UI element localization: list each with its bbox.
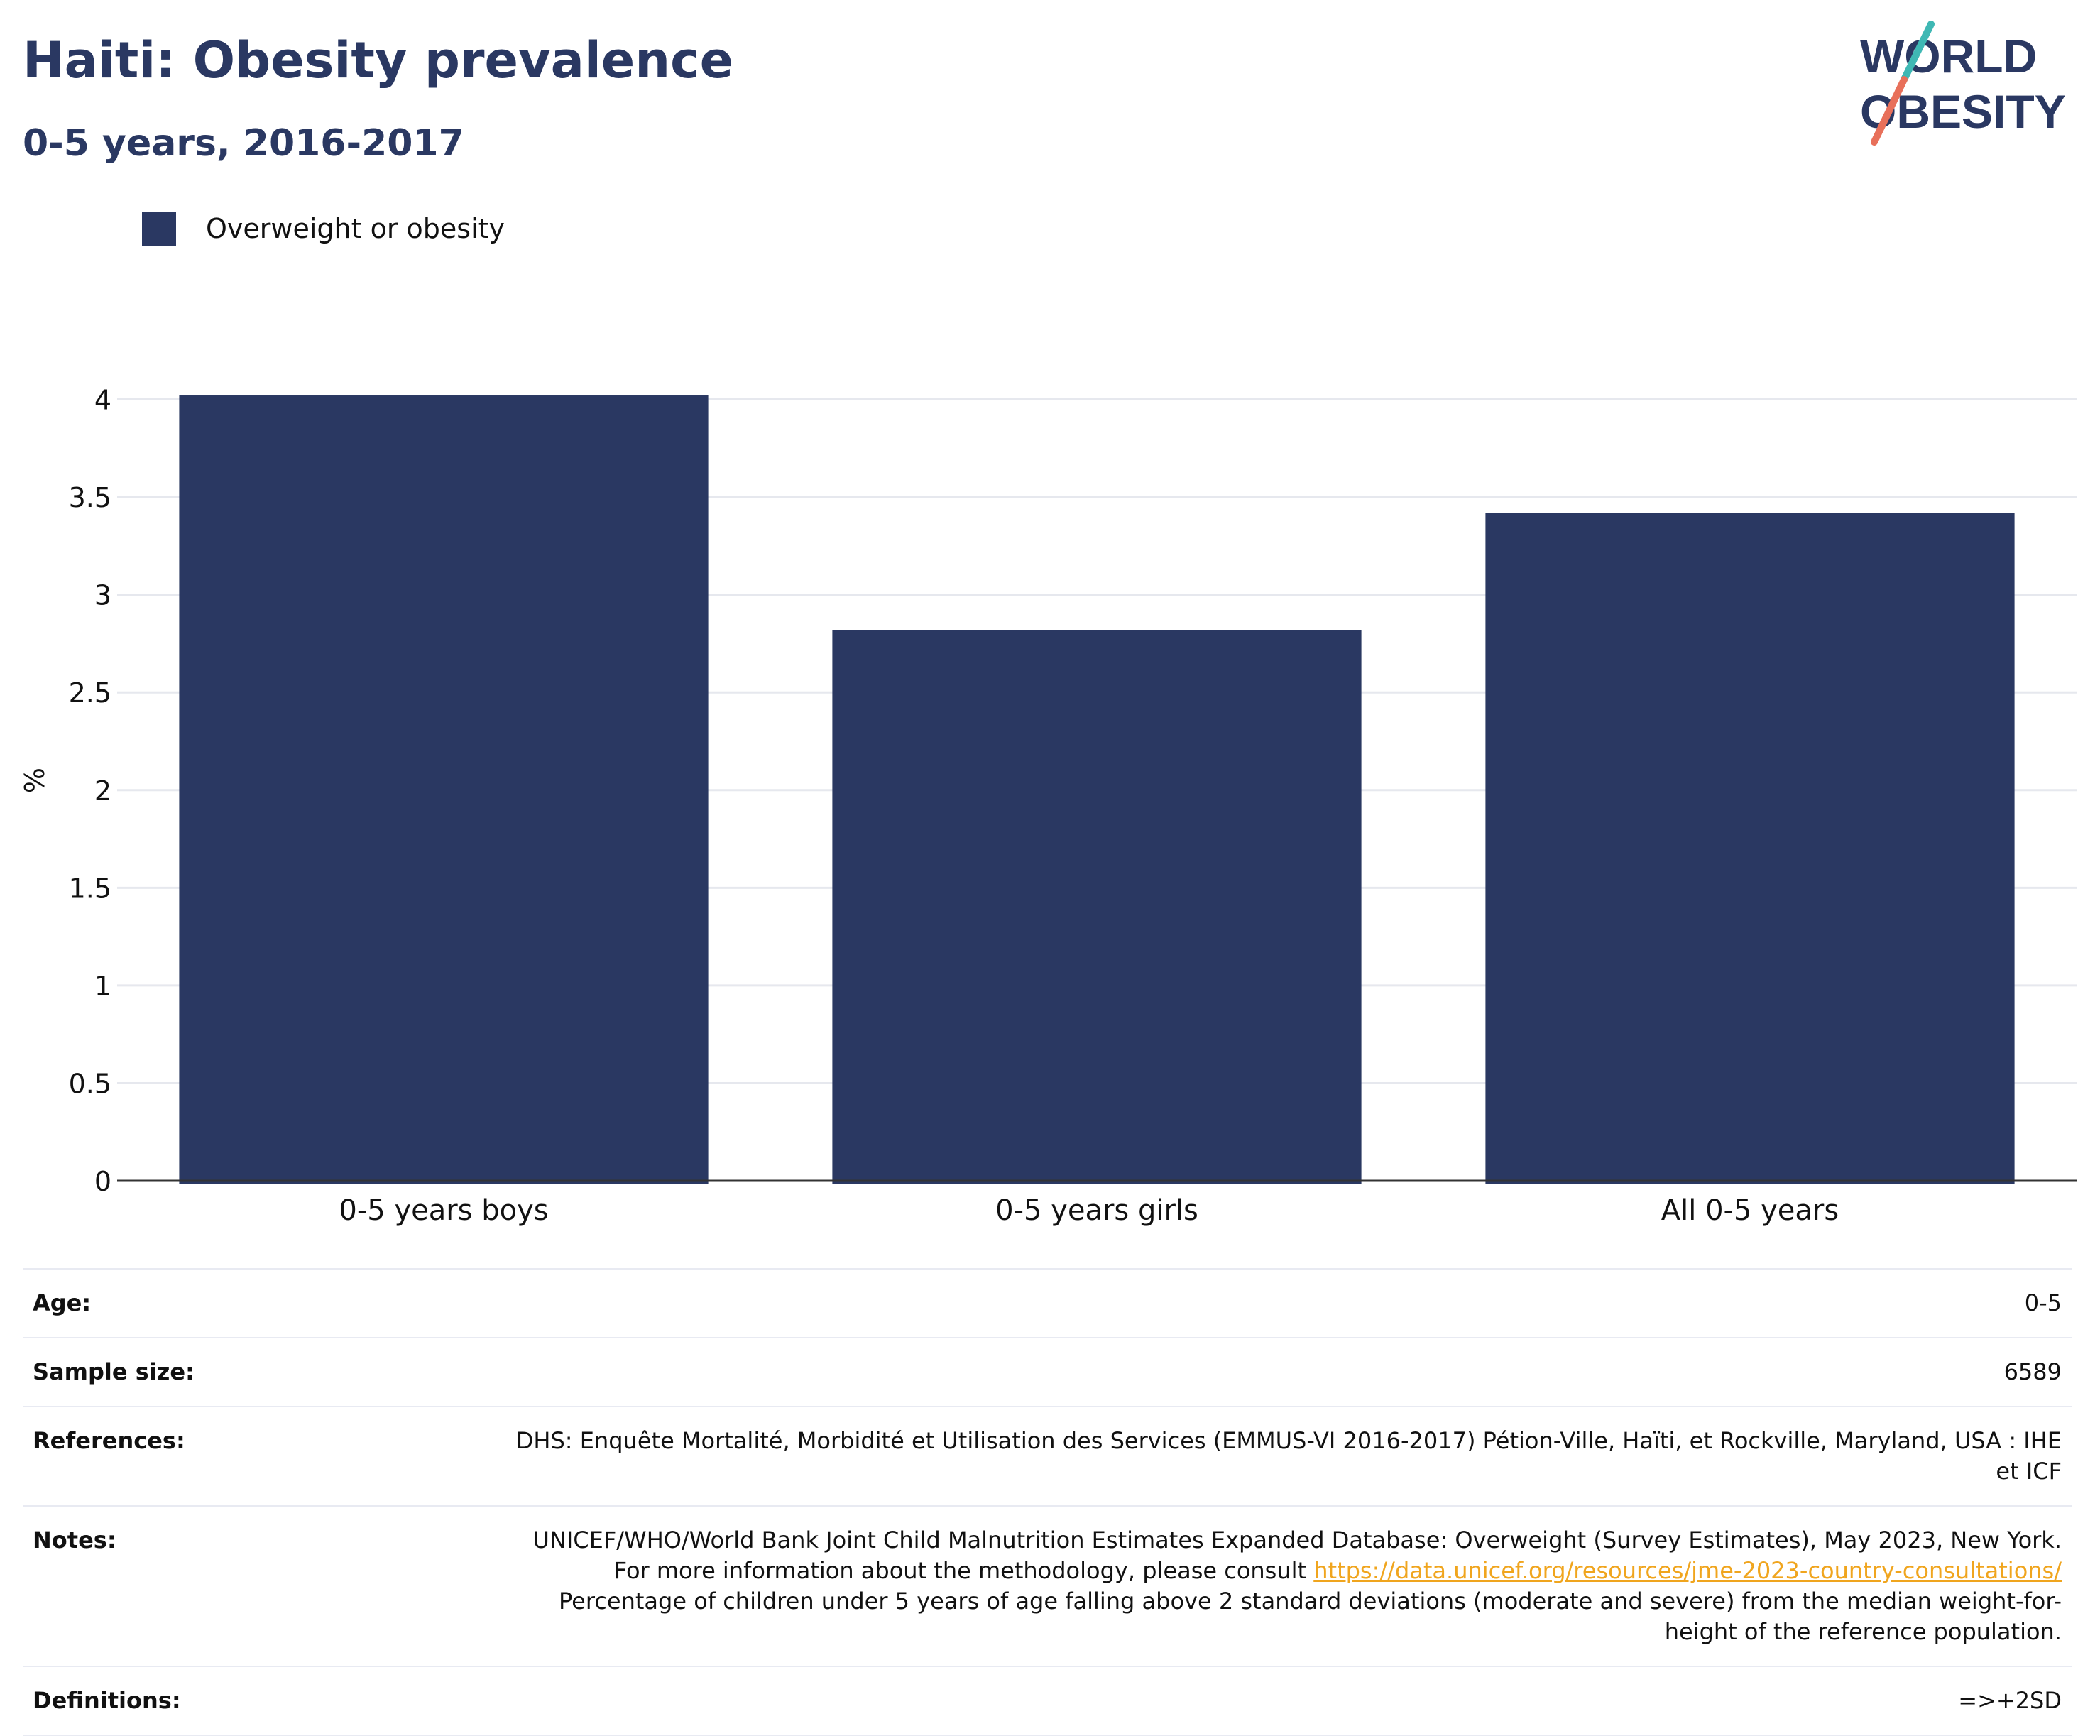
y-tick-label: 3 [94, 580, 111, 611]
age-value: 0-5 [2024, 1289, 2062, 1316]
info-row-references: References: DHS: Enquête Mortalité, Morb… [23, 1406, 2072, 1505]
y-tick-label: 2 [94, 775, 111, 807]
x-axis-ticks: 0-5 years boys 0-5 years girls All 0-5 yea… [339, 1194, 1839, 1227]
legend[interactable]: Overweight or obesity [142, 212, 505, 246]
info-row-notes: Notes: UNICEF/WHO/World Bank Joint Child… [23, 1505, 2072, 1666]
y-tick-label: 4 [94, 385, 111, 416]
y-tick-label: 1.5 [69, 873, 111, 904]
bar-chart: 00.511.522.533.54 0-5 years boys 0-5 year… [19, 385, 2077, 1227]
age-label: Age: [33, 1289, 92, 1316]
definitions-label: Definitions: [33, 1687, 181, 1714]
bar [179, 395, 709, 1184]
legend-swatch [142, 212, 176, 246]
y-tick-label: 0.5 [69, 1068, 111, 1099]
legend-label: Overweight or obesity [206, 213, 505, 244]
chart-title: Haiti: Obesity prevalence [23, 31, 734, 89]
notes-text-2: Percentage of children under 5 years of … [559, 1588, 2062, 1645]
info-row-definitions: Definitions: =>+2SD [23, 1666, 2072, 1736]
sample-size-label: Sample size: [33, 1358, 195, 1385]
notes-link[interactable]: https://data.unicef.org/resources/jme-20… [1313, 1557, 2062, 1584]
info-row-age: Age: 0-5 [23, 1268, 2072, 1337]
bar [832, 630, 1362, 1184]
logo-slash-top [1901, 21, 1935, 83]
x-tick-label: 0-5 years boys [339, 1194, 548, 1227]
info-table: Age: 0-5 Sample size: 6589 References: D… [23, 1268, 2072, 1736]
notes-value: UNICEF/WHO/World Bank Joint Child Malnut… [500, 1525, 2062, 1647]
y-tick-label: 0 [94, 1166, 111, 1197]
y-axis-ticks: 0 0.5 1 1.5 2 2.5 3 3.5 4 [69, 385, 111, 1197]
y-tick-label: 1 [94, 971, 111, 1002]
references-value: DHS: Enquête Mortalité, Morbidité et Uti… [515, 1427, 2062, 1485]
definitions-value: =>+2SD [1958, 1687, 2062, 1714]
sample-size-value: 6589 [2003, 1358, 2062, 1385]
y-axis-label: % [19, 768, 50, 793]
bars [179, 395, 2015, 1184]
y-tick-label: 3.5 [69, 482, 111, 513]
notes-label: Notes: [33, 1527, 116, 1554]
x-tick-label: All 0-5 years [1661, 1194, 1839, 1227]
logo-word-1: WORLD [1860, 30, 2037, 82]
y-tick-label: 2.5 [69, 677, 111, 709]
info-row-sample-size: Sample size: 6589 [23, 1337, 2072, 1406]
chart-subtitle: 0-5 years, 2016-2017 [23, 122, 464, 165]
bar [1485, 513, 2015, 1184]
world-obesity-logo: WORLD OBESITY [1860, 21, 2066, 146]
references-label: References: [33, 1427, 185, 1454]
x-tick-label: 0-5 years girls [995, 1194, 1198, 1227]
logo-slash-bottom [1871, 76, 1908, 146]
notes-text-1: UNICEF/WHO/World Bank Joint Child Malnut… [532, 1527, 2062, 1584]
